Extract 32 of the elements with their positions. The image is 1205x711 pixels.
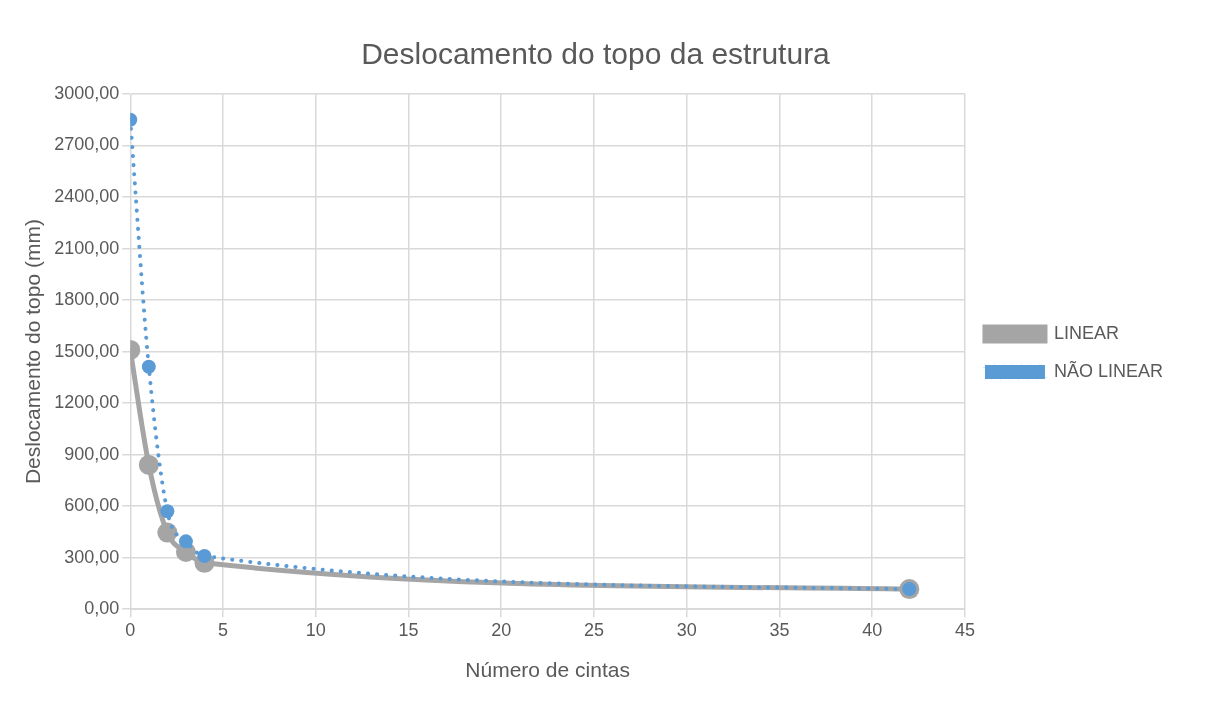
y-tick-label: 0,00 bbox=[84, 598, 120, 619]
y-tick-label: 1200,00 bbox=[54, 392, 120, 413]
legend-label: LINEAR bbox=[1053, 322, 1119, 343]
x-tick-label: 45 bbox=[954, 619, 975, 640]
x-tick-label: 5 bbox=[218, 619, 229, 640]
x-tick-label: 25 bbox=[583, 619, 605, 640]
x-tick-label: 30 bbox=[676, 619, 697, 640]
x-tick-label: 20 bbox=[491, 619, 512, 640]
x-tick-label: 35 bbox=[769, 619, 790, 640]
y-tick-label: 600,00 bbox=[64, 495, 120, 516]
y-tick-label: 3000,00 bbox=[54, 82, 120, 103]
y-tick-label: 1800,00 bbox=[54, 289, 120, 310]
point bbox=[178, 534, 193, 549]
point bbox=[197, 548, 212, 563]
point bbox=[160, 504, 175, 519]
y-axis-title: Deslocamento do topo (mm) bbox=[21, 219, 45, 485]
x-tick-label: 10 bbox=[305, 619, 326, 640]
x-tick-label: 0 bbox=[125, 619, 136, 640]
point bbox=[157, 522, 178, 543]
y-tick-label: 2400,00 bbox=[54, 186, 120, 207]
y-tick-label: 900,00 bbox=[64, 443, 120, 464]
y-tick-label: 2700,00 bbox=[54, 134, 120, 155]
x-tick-label: 40 bbox=[862, 619, 883, 640]
y-tick-label: 2100,00 bbox=[54, 237, 120, 258]
chart-title: Deslocamento do topo da estrutura bbox=[361, 37, 831, 71]
y-tick-label: 300,00 bbox=[64, 546, 120, 567]
y-tick-label: 1500,00 bbox=[54, 340, 120, 361]
point bbox=[141, 359, 156, 374]
x-tick-label: 15 bbox=[398, 619, 419, 640]
legend-label: NÃO LINEAR bbox=[1053, 359, 1163, 381]
x-axis-title: Número de cintas bbox=[465, 658, 630, 682]
point bbox=[138, 454, 159, 475]
